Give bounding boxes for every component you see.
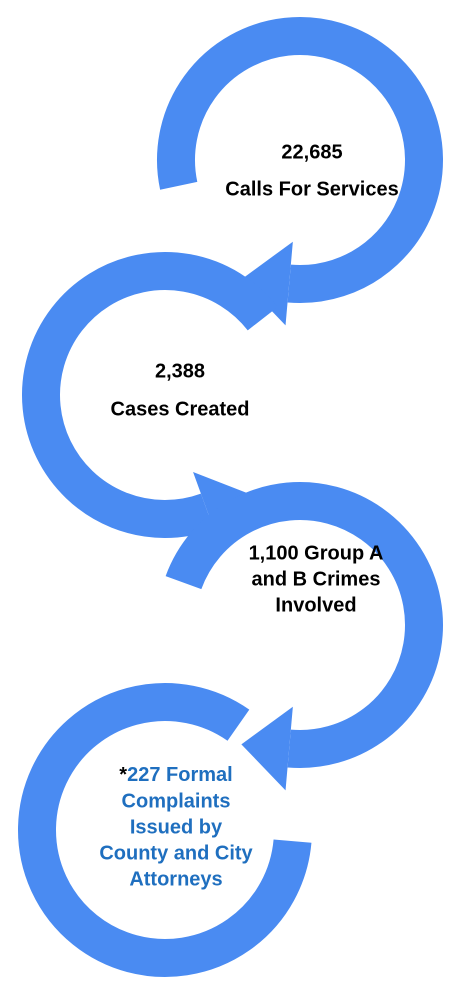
- arrow-head: [241, 706, 293, 791]
- node-text: 1,100 Group A: [249, 542, 384, 564]
- node-text: *227 Formal: [119, 764, 232, 786]
- texts: 22,685 Calls For Services 2,388 Cases Cr…: [99, 141, 398, 890]
- ring-arc: [22, 252, 278, 538]
- ring-arc: [165, 482, 443, 768]
- node-text: Calls For Services: [225, 178, 398, 200]
- ring-arc: [18, 683, 312, 977]
- node-text: Attorneys: [129, 868, 222, 890]
- arrow-head: [241, 241, 293, 326]
- node-text: 22,685: [281, 141, 342, 163]
- node-text: Issued by: [130, 816, 223, 838]
- node-text: 227 Formal: [127, 764, 233, 786]
- node-text: Involved: [275, 594, 356, 616]
- node-text: County and City: [99, 842, 253, 864]
- node-text: Cases Created: [111, 398, 250, 420]
- rings: [18, 17, 443, 977]
- node-text: Complaints: [122, 790, 231, 812]
- asterisk: *: [119, 764, 127, 786]
- ring-arc: [157, 17, 443, 303]
- node-text: and B Crimes: [252, 568, 381, 590]
- node-text: 2,388: [155, 360, 205, 382]
